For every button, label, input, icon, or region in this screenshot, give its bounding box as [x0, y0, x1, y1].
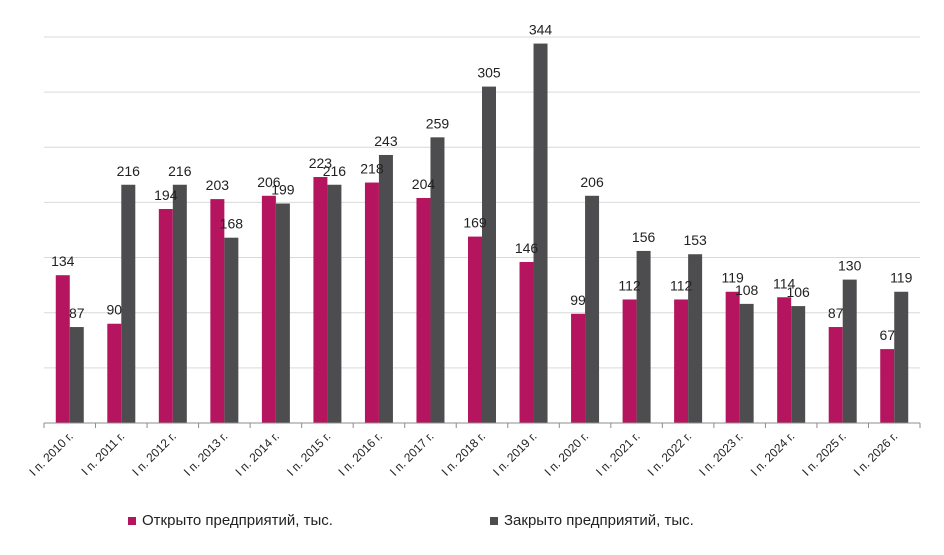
data-label-closed: 168 [220, 216, 244, 232]
bar-opened [519, 261, 534, 423]
bar-closed [894, 291, 909, 423]
data-label-opened: 203 [206, 177, 230, 193]
data-label-opened: 119 [721, 270, 744, 286]
data-label-opened: 112 [618, 277, 641, 293]
bar-closed [791, 306, 806, 423]
x-tick-label: I п. 2015 г. [284, 429, 334, 479]
data-label-closed: 108 [735, 282, 759, 298]
x-tick-label: I п. 2022 г. [645, 429, 695, 479]
data-label-opened: 223 [309, 155, 333, 171]
legend-swatch-opened [128, 516, 136, 525]
data-label-closed: 216 [168, 163, 192, 179]
data-label-opened: 67 [879, 327, 895, 343]
bar-closed [69, 327, 84, 423]
data-label-opened: 87 [828, 305, 844, 321]
x-tick-label: I п. 2010 г. [26, 429, 76, 479]
data-label-closed: 344 [529, 22, 553, 38]
bar-closed [688, 254, 703, 423]
bar-opened [416, 197, 431, 423]
data-label-opened: 169 [463, 215, 487, 231]
x-tick-label: I п. 2025 г. [799, 429, 849, 479]
data-label-closed: 153 [683, 232, 707, 248]
x-tick-label: I п. 2016 г. [335, 429, 385, 479]
bar-opened [364, 182, 379, 423]
data-label-closed: 156 [632, 229, 656, 245]
bar-opened [725, 291, 740, 423]
legend-label-closed: Закрыто предприятий, тыс. [504, 512, 694, 529]
data-label-closed: 199 [271, 182, 295, 198]
bar-opened [210, 199, 225, 423]
bar-opened [674, 299, 689, 423]
bars [55, 43, 909, 424]
data-label-closed: 259 [426, 115, 450, 131]
x-tick-label: I п. 2013 г. [181, 429, 231, 479]
bar-closed [275, 203, 290, 423]
bar-closed [842, 279, 857, 423]
data-label-opened: 112 [670, 277, 693, 293]
bar-opened [313, 177, 328, 423]
data-label-opened: 114 [773, 275, 796, 291]
bar-closed [636, 250, 651, 423]
bar-opened [158, 209, 173, 423]
data-label-closed: 106 [786, 284, 810, 300]
data-label-opened: 146 [515, 240, 539, 256]
data-label-closed: 130 [838, 258, 862, 274]
bar-opened [261, 195, 276, 423]
bar-closed [430, 137, 445, 423]
bar-closed [739, 303, 754, 423]
bar-closed [585, 195, 600, 423]
legend-swatch-closed [490, 516, 498, 525]
data-label-closed: 243 [374, 133, 398, 149]
bar-closed [378, 154, 393, 423]
bar-opened [571, 313, 586, 423]
data-label-opened: 99 [570, 292, 586, 308]
data-label-opened: 206 [257, 174, 281, 190]
bar-opened [107, 323, 122, 423]
x-tick-label: I п. 2014 г. [232, 429, 282, 479]
bar-opened [777, 297, 792, 423]
x-tick-label: I п. 2011 г. [78, 429, 127, 478]
data-label-closed: 305 [477, 65, 501, 81]
bar-closed [172, 184, 187, 423]
bar-opened [55, 275, 70, 423]
bar-closed [121, 184, 136, 423]
data-label-closed: 216 [323, 163, 347, 179]
x-tick-label: I п. 2012 г. [129, 429, 179, 479]
data-label-closed: 216 [117, 163, 141, 179]
legend-item-opened: Открыто предприятий, тыс. [128, 512, 333, 529]
bar-closed [224, 237, 239, 423]
legend-item-closed: Закрыто предприятий, тыс. [490, 512, 694, 529]
x-tick-label: I п. 2018 г. [439, 429, 489, 479]
x-tick-label: I п. 2020 г. [542, 429, 592, 479]
data-label-opened: 194 [154, 187, 178, 203]
data-label-closed: 206 [580, 174, 604, 190]
bar-opened [880, 349, 895, 423]
x-tick-label: I п. 2017 г. [387, 429, 437, 479]
legend-label-opened: Открыто предприятий, тыс. [142, 512, 333, 529]
x-tick-label: I п. 2024 г. [748, 429, 798, 479]
bar-closed [327, 184, 342, 423]
data-label-opened: 90 [107, 302, 123, 318]
bar-opened [468, 236, 482, 423]
x-tick-label: I п. 2021 г. [593, 429, 643, 479]
bar-opened [622, 299, 637, 423]
x-tick-label: I п. 2019 г. [490, 429, 540, 479]
x-tick-labels: I п. 2010 г. I п. 2011 г. I п. 2012 г. I п.… [26, 423, 921, 479]
legend: Открыто предприятий, тыс. Закрыто предпр… [0, 512, 944, 542]
data-label-closed: 87 [69, 305, 85, 321]
data-label-opened: 204 [412, 176, 436, 192]
data-label-opened: 218 [360, 161, 384, 177]
bar-closed [533, 43, 548, 424]
bar-opened [828, 327, 843, 423]
x-tick-label: I п. 2026 г. [851, 429, 901, 479]
data-label-opened: 134 [51, 253, 75, 269]
data-label-closed: 119 [890, 270, 913, 286]
x-tick-label: I п. 2023 г. [696, 429, 746, 479]
bar-closed [482, 86, 496, 424]
